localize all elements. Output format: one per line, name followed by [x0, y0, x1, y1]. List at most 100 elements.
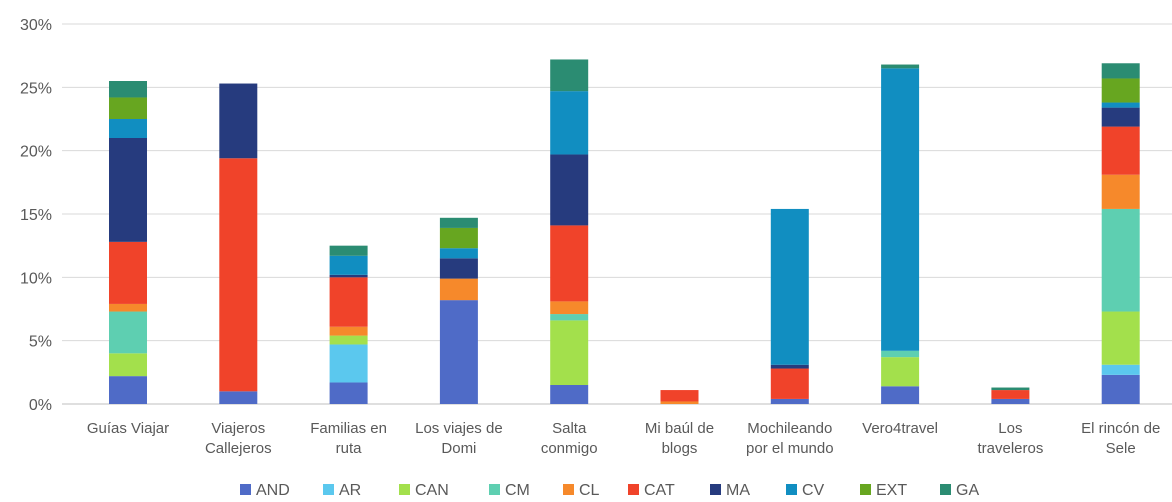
- bar-segment-cl: [439, 278, 478, 301]
- x-category-label-line: Domi: [441, 440, 476, 457]
- bar-segment-cm: [109, 311, 147, 354]
- x-category-label-line: Viajeros: [211, 420, 265, 437]
- legend-swatch-cl: [563, 484, 574, 495]
- legend-swatch-cat: [628, 484, 639, 495]
- bar-segment-ga: [991, 387, 1030, 391]
- bar-segment-ga: [550, 59, 589, 92]
- x-category-label-line: Familias en: [310, 420, 387, 437]
- legend-label: GA: [956, 482, 979, 499]
- bar-segment-can: [329, 335, 368, 345]
- bar-segment-cv: [881, 68, 920, 351]
- bar-segment-ext: [1101, 78, 1140, 103]
- y-tick-label: 20%: [20, 144, 52, 161]
- bar-segment-cm: [881, 350, 920, 358]
- x-category-label-line: blogs: [662, 440, 698, 457]
- legend: AND AR CAN CM CL CAT MA CV EXT GA: [240, 482, 979, 499]
- bar-segment-ma: [439, 258, 478, 279]
- x-category-label-line: Vero4travel: [862, 420, 938, 437]
- bar-segment-and: [770, 398, 809, 404]
- legend-label: MA: [726, 482, 750, 499]
- bar-segment-can: [1101, 311, 1140, 365]
- y-axis-tick-labels: 0% 5% 10% 15% 20% 25% 30%: [20, 17, 52, 414]
- bar-segment-and: [439, 300, 478, 404]
- bar-segment-ar: [1101, 364, 1140, 375]
- bar-segment-cl: [109, 303, 147, 312]
- bar-segment-cm: [1101, 208, 1140, 312]
- x-category-label-line: por el mundo: [746, 440, 834, 457]
- x-category-label-line: Callejeros: [205, 440, 272, 457]
- legend-swatch-and: [240, 484, 251, 495]
- x-category-label-line: Los viajes de: [415, 420, 503, 437]
- bar-segment-cv: [439, 248, 478, 259]
- x-category-label: Viajeros Callejeros: [205, 420, 272, 457]
- x-category-label: Los viajes de Domi: [415, 420, 503, 457]
- bar-segment-cv: [109, 119, 147, 138]
- legend-label: CAN: [415, 482, 449, 499]
- legend-label: AR: [339, 482, 361, 499]
- bar-segment-cv: [1101, 102, 1140, 108]
- bar-segment-and: [550, 385, 589, 404]
- bar-segment-ma: [219, 83, 258, 159]
- bar-segment-cat: [219, 158, 258, 392]
- bar-segment-ga: [1101, 63, 1140, 79]
- y-tick-label: 30%: [20, 17, 52, 34]
- legend-swatch-can: [399, 484, 410, 495]
- bar-segment-ext: [109, 97, 147, 119]
- legend-label: AND: [256, 482, 290, 499]
- x-category-label-line: El rincón de: [1081, 420, 1160, 437]
- bar-segment-cat: [550, 225, 589, 302]
- x-category-label-line: Mochileando: [747, 420, 832, 437]
- bar-segment-ma: [329, 274, 368, 278]
- bar-segment-can: [550, 320, 589, 385]
- x-category-label: Salta conmigo: [541, 420, 598, 457]
- y-tick-label: 0%: [29, 397, 52, 414]
- bar-segment-and: [329, 382, 368, 404]
- x-category-label: Familias en ruta: [310, 420, 387, 457]
- bar-segment-and: [881, 386, 920, 404]
- x-category-label-line: Mi baúl de: [645, 420, 714, 437]
- legend-label: CV: [802, 482, 825, 499]
- y-tick-label: 10%: [20, 270, 52, 287]
- y-tick-label: 15%: [20, 207, 52, 224]
- x-category-label-line: ruta: [336, 440, 363, 457]
- legend-swatch-cv: [786, 484, 797, 495]
- legend-swatch-ga: [940, 484, 951, 495]
- bar-segment-cat: [1101, 126, 1140, 175]
- bar-segment-cat: [770, 368, 809, 399]
- bar-segment-ma: [550, 154, 589, 226]
- bar-segment-can: [109, 353, 147, 377]
- legend-swatch-ar: [323, 484, 334, 495]
- y-tick-label: 5%: [29, 334, 52, 351]
- y-tick-label: 25%: [20, 80, 52, 97]
- legend-label: EXT: [876, 482, 907, 499]
- bar-segment-can: [881, 357, 920, 387]
- x-category-label: Los traveleros: [977, 420, 1043, 457]
- bar-segment-and: [991, 398, 1030, 404]
- bar-segment-ga: [881, 64, 920, 69]
- x-category-label-line: Guías Viajar: [87, 420, 169, 437]
- bar-segment-cl: [1101, 174, 1140, 209]
- bar-segment-cm: [550, 314, 589, 321]
- x-category-label: Vero4travel: [862, 420, 938, 437]
- bar-segment-cat: [660, 390, 699, 402]
- bar-segment-ar: [329, 344, 368, 383]
- x-axis-category-labels: Guías Viajar Viajeros Callejeros Familias e…: [87, 420, 1160, 457]
- x-category-label: Guías Viajar: [87, 420, 169, 437]
- legend-swatch-cm: [489, 484, 500, 495]
- x-category-label-line: conmigo: [541, 440, 598, 457]
- bar-segment-cat: [109, 241, 147, 304]
- bar-stacks: [109, 59, 1140, 404]
- x-category-label: El rincón de Sele: [1081, 420, 1160, 457]
- legend-label: CM: [505, 482, 530, 499]
- legend-swatch-ext: [860, 484, 871, 495]
- x-category-label-line: Salta: [552, 420, 587, 437]
- bar-segment-cl: [329, 326, 368, 336]
- bar-segment-ma: [1101, 107, 1140, 127]
- bar-segment-ga: [329, 245, 368, 256]
- bar-segment-cat: [329, 277, 368, 327]
- bar-segment-cv: [329, 255, 368, 275]
- bar-segment-cv: [770, 208, 809, 365]
- bar-segment-ext: [439, 227, 478, 249]
- bar-segment-and: [219, 391, 258, 404]
